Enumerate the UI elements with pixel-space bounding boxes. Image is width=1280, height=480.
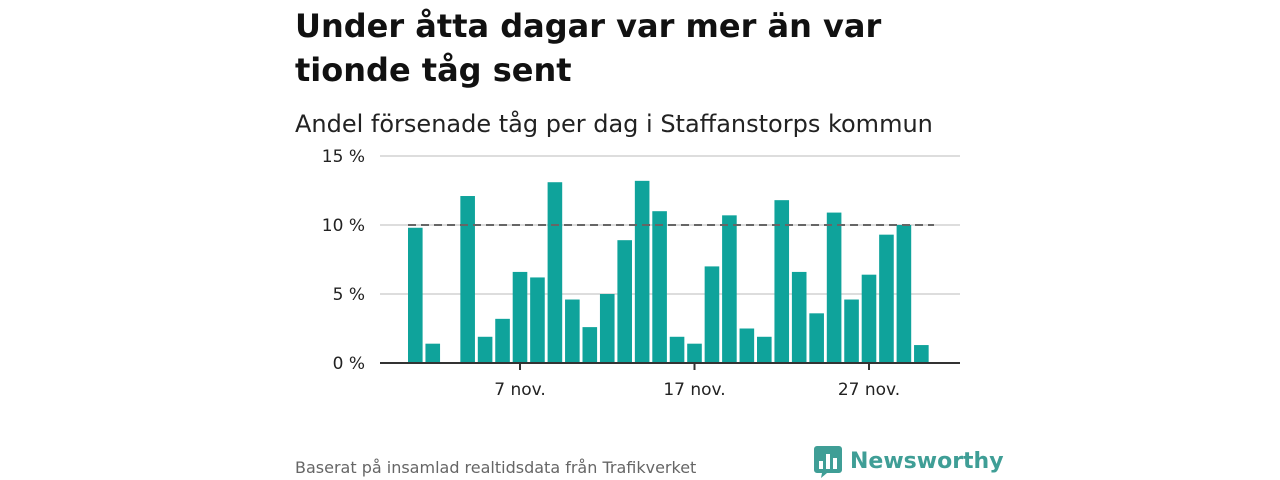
- bar: [530, 277, 545, 363]
- x-tick-label: 17 nov.: [663, 380, 725, 400]
- bar: [722, 215, 737, 363]
- bar: [826, 212, 842, 363]
- bar: [844, 299, 859, 363]
- bar: [669, 336, 685, 363]
- bar: [757, 336, 772, 363]
- bar: [704, 266, 720, 363]
- bar: [582, 327, 598, 363]
- y-tick-label: 10 %: [322, 216, 365, 236]
- bar: [617, 240, 632, 363]
- bar: [477, 336, 493, 363]
- bar: [914, 345, 929, 363]
- bar: [687, 343, 702, 363]
- bar: [565, 299, 580, 363]
- bar: [861, 274, 877, 363]
- bar: [879, 234, 894, 363]
- newsworthy-chart-bubble-icon: [814, 446, 842, 478]
- bar: [634, 180, 650, 363]
- brand-logo: Newsworthy: [814, 446, 1004, 478]
- bar: [512, 271, 528, 363]
- x-tick-label: 27 nov.: [838, 380, 900, 400]
- chart-title: Andel försenade tåg per dag i Staffansto…: [295, 110, 933, 138]
- y-tick-label: 5 %: [333, 285, 365, 305]
- bar: [599, 294, 615, 363]
- bar: [547, 182, 563, 363]
- bar: [425, 343, 441, 363]
- bar-chart: 0 % 5 % 10 % 15 % 7 nov. 17 nov. 27 nov.: [322, 147, 960, 400]
- bar: [495, 318, 510, 363]
- bar: [460, 196, 475, 363]
- brand-name: Newsworthy: [850, 449, 1004, 474]
- x-tick-label: 7 nov.: [494, 380, 546, 400]
- bar: [791, 271, 807, 363]
- headline: Under åtta dagar var mer än var tionde t…: [295, 7, 882, 89]
- y-tick-label: 15 %: [322, 147, 365, 167]
- bar: [809, 313, 824, 363]
- bar: [408, 227, 423, 363]
- source-note: Baserat på insamlad realtidsdata från Tr…: [295, 458, 697, 477]
- bar: [739, 328, 755, 363]
- y-tick-label: 0 %: [333, 354, 365, 374]
- bar: [896, 225, 912, 363]
- bar: [774, 200, 790, 363]
- bar: [652, 211, 667, 363]
